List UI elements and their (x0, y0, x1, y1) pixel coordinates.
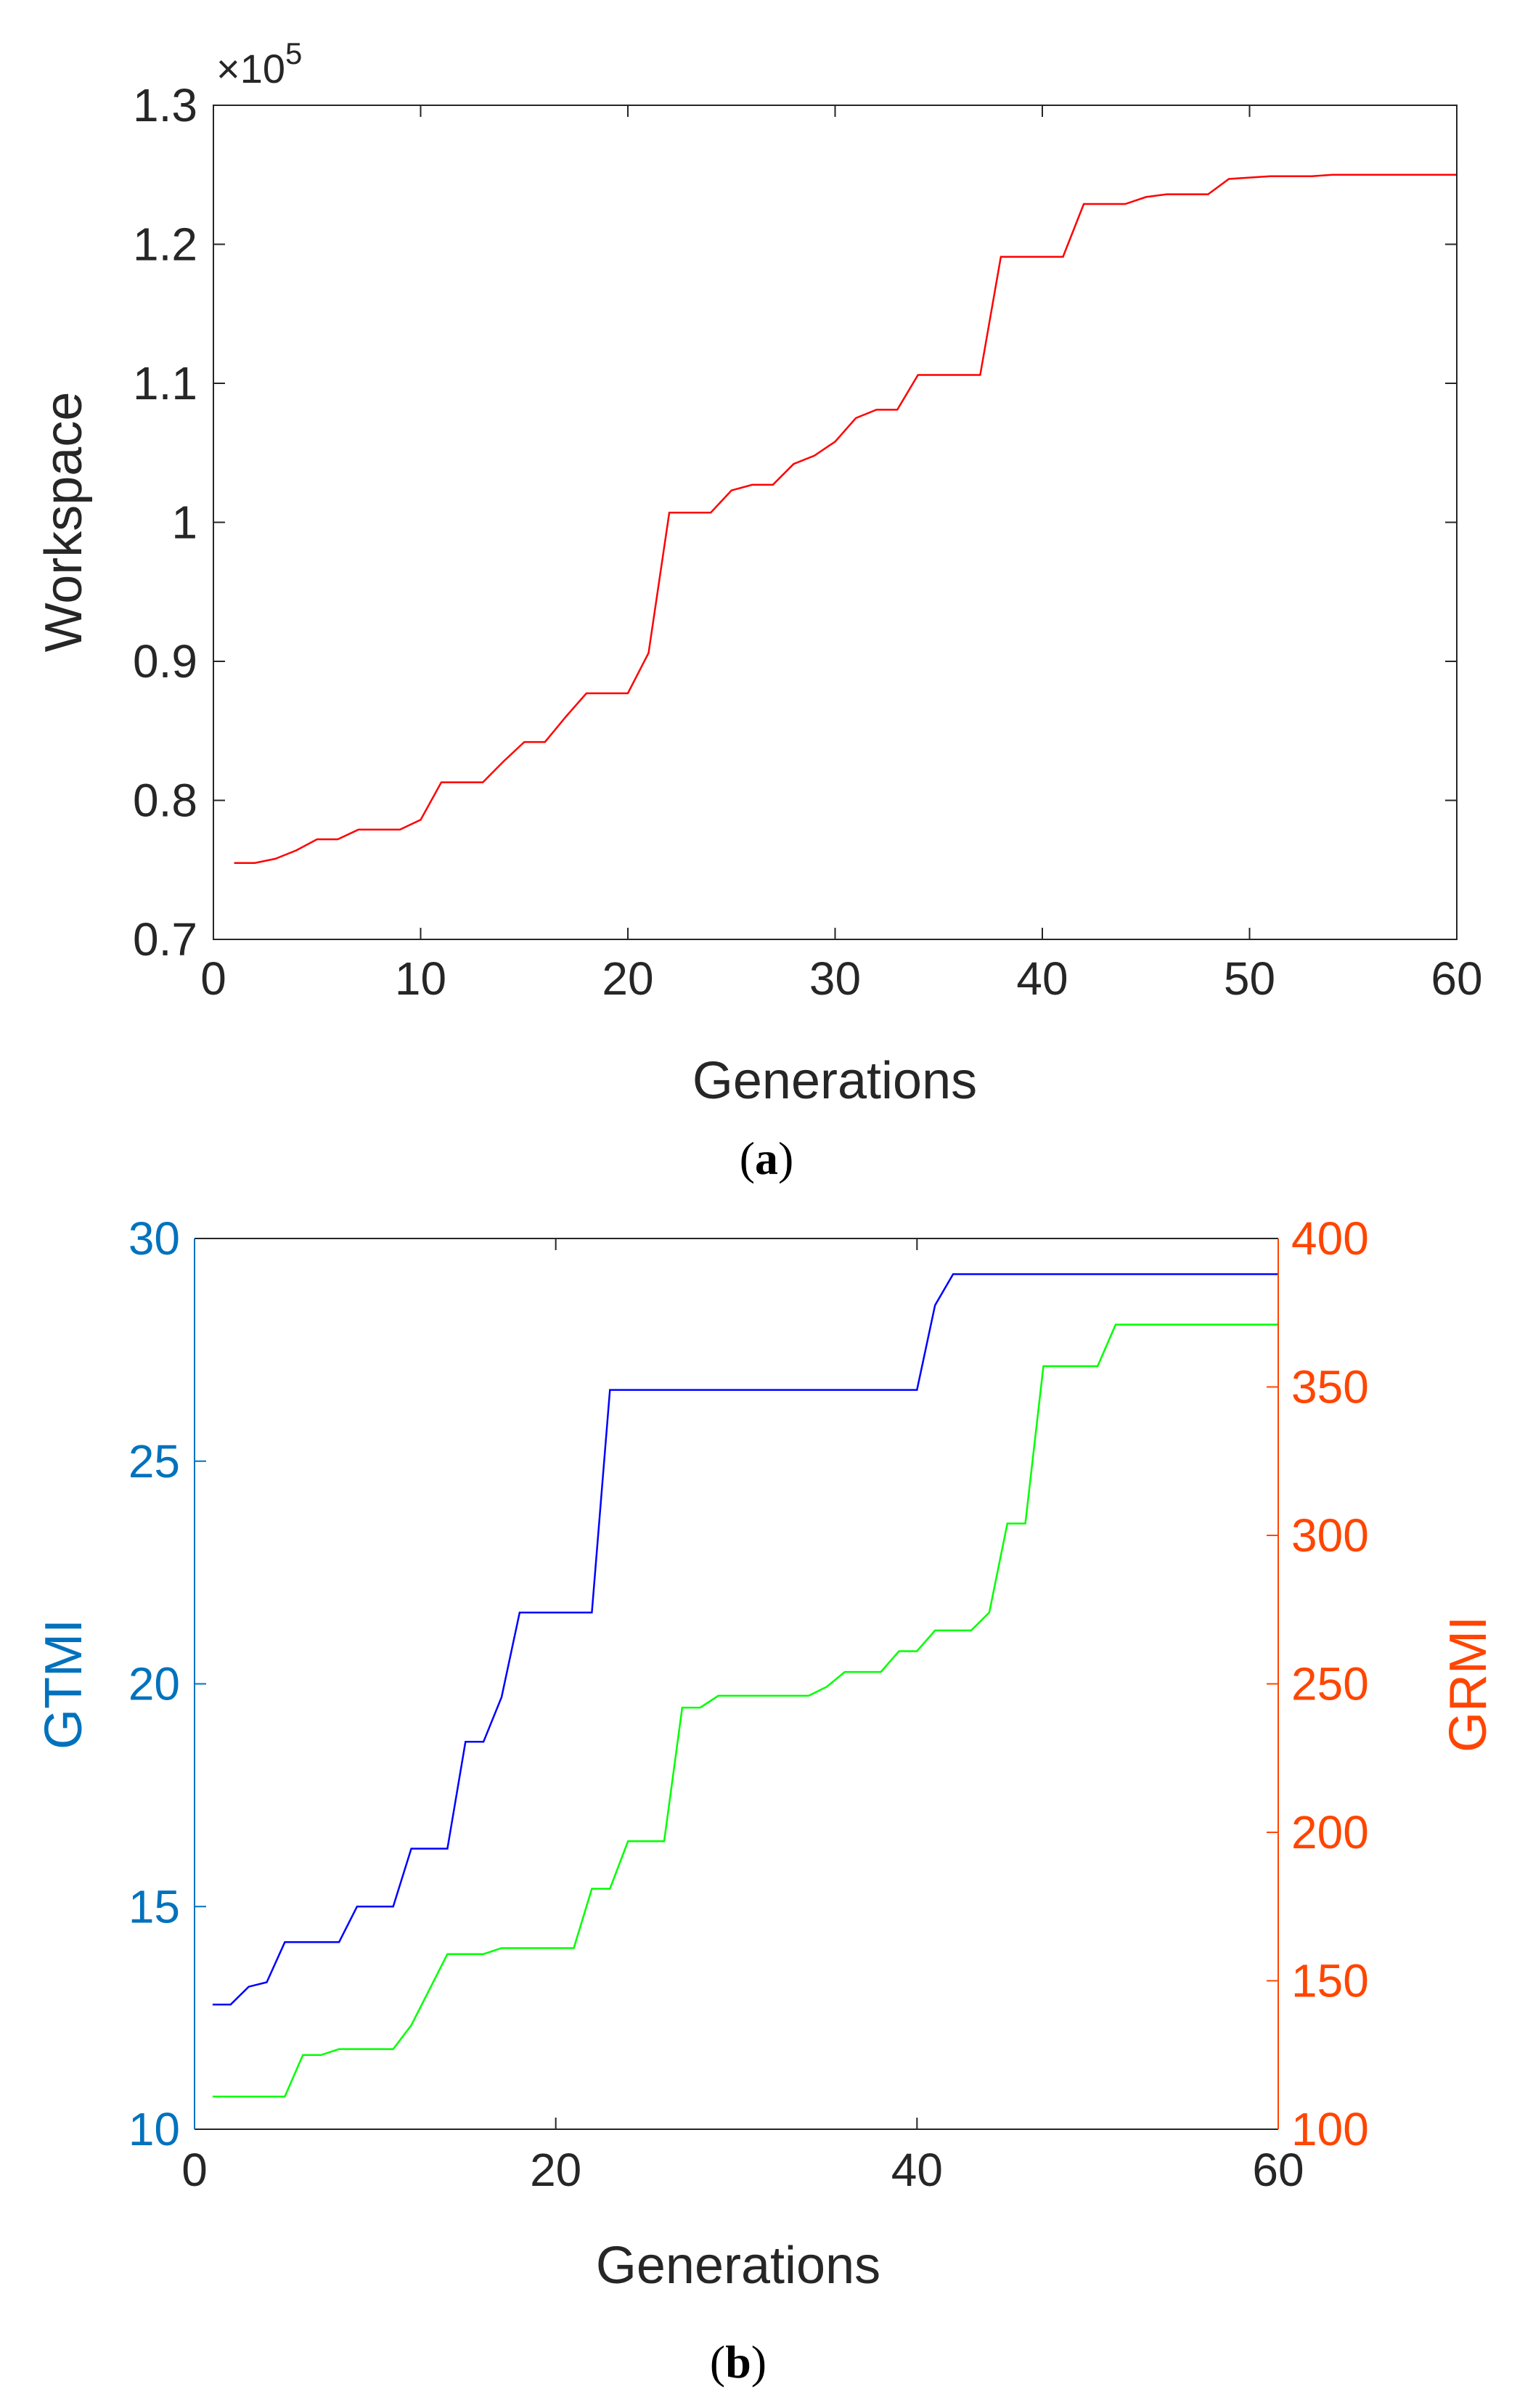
chart-a-x-tick-label: 10 (395, 952, 446, 1005)
chart-b-x-tick-label: 60 (1252, 2144, 1304, 2196)
chart-a-x-tick-label: 20 (602, 952, 653, 1005)
chart-b: 0 20 40 60 10 15 20 25 30 100 150 200 250 300 350 400… (35, 1212, 1497, 2388)
chart-a-x-axis-label: Generations (692, 1052, 977, 1110)
chart-a-y-tick-label: 0.9 (133, 635, 197, 687)
chart-a-y-tick-labels: 0.7 0.8 0.9 1 1.1 1.2 1.3 (133, 79, 197, 966)
chart-a-x-tick-label: 40 (1016, 952, 1068, 1005)
chart-b-right-tick-label: 250 (1291, 1658, 1369, 1710)
chart-b-left-tick-label: 15 (128, 1880, 180, 1932)
chart-b-right-tick-label: 200 (1291, 1806, 1369, 1858)
chart-a-x-tick-label: 50 (1224, 952, 1275, 1005)
chart-b-left-tick-labels: 10 15 20 25 30 (128, 1212, 180, 2155)
chart-b-left-axis-label: GTMI (35, 1619, 93, 1750)
chart-a-y-tick-label: 1.3 (133, 79, 197, 131)
chart-b-grmi-line (212, 1323, 1278, 2098)
chart-a: 0 10 20 30 40 50 60 0.7 0.8 0.9 1 1.1 1.2 1.3 ×105 G… (35, 36, 1483, 1184)
chart-b-left-tick-label: 30 (128, 1212, 180, 1265)
chart-b-right-tick-label: 150 (1291, 1955, 1369, 2007)
chart-a-x-tick-label: 60 (1431, 952, 1482, 1005)
chart-a-y-tick-label: 0.7 (133, 913, 197, 966)
chart-b-gtmi-line (212, 1273, 1278, 2006)
chart-b-x-tick-labels: 0 20 40 60 (181, 2144, 1304, 2196)
chart-b-panel-label: (b) (710, 2336, 766, 2388)
chart-a-x-tick-label: 0 (200, 952, 226, 1005)
chart-a-y-tick-label: 1 (171, 497, 197, 549)
chart-b-right-tick-label: 400 (1291, 1212, 1369, 1265)
chart-b-right-tick-labels: 100 150 200 250 300 350 400 (1291, 1212, 1369, 2155)
chart-a-x-tick-label: 30 (809, 952, 861, 1005)
chart-a-x-tick-labels: 0 10 20 30 40 50 60 (200, 952, 1482, 1005)
chart-a-exponent-label: ×105 (216, 36, 302, 91)
chart-b-x-tick-label: 0 (181, 2144, 208, 2196)
chart-b-x-tick-label: 40 (891, 2144, 943, 2196)
chart-b-x-tick-label: 20 (530, 2144, 581, 2196)
chart-a-workspace-line (234, 174, 1457, 864)
chart-b-left-tick-label: 20 (128, 1658, 180, 1710)
chart-b-right-tick-label: 100 (1291, 2103, 1369, 2155)
chart-b-x-axis-label: Generations (596, 2237, 880, 2295)
chart-a-panel-label: (a) (740, 1132, 794, 1184)
chart-b-right-axis-label: GRMI (1439, 1616, 1497, 1752)
chart-b-right-tick-label: 350 (1291, 1361, 1369, 1413)
chart-a-y-tick-label: 1.2 (133, 219, 197, 271)
chart-b-right-tick-label: 300 (1291, 1509, 1369, 1562)
chart-a-y-tick-label: 0.8 (133, 775, 197, 827)
chart-b-left-tick-label: 10 (128, 2103, 180, 2155)
chart-b-left-tick-label: 25 (128, 1435, 180, 1487)
chart-a-y-tick-label: 1.1 (133, 357, 197, 409)
chart-a-plot-frame (213, 105, 1458, 940)
chart-a-y-axis-label: Workspace (35, 392, 93, 653)
